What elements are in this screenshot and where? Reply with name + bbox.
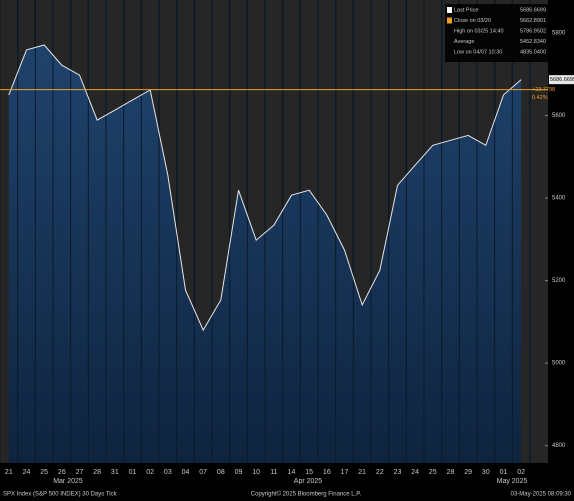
legend-box xyxy=(445,4,548,62)
legend-label: Average xyxy=(454,39,474,45)
x-tick-label: 01 xyxy=(500,469,508,476)
x-tick-label: 26 xyxy=(58,469,66,476)
x-tick-label: 23 xyxy=(394,469,402,476)
x-tick-label: 15 xyxy=(305,469,313,476)
legend-label: Last Price xyxy=(454,7,478,13)
legend-label: Low on 04/07 10:30 xyxy=(454,49,502,55)
change-pct: 0.42% xyxy=(532,95,548,101)
x-tick-label: 21 xyxy=(358,469,366,476)
x-tick-label: 14 xyxy=(288,469,296,476)
x-tick-label: 25 xyxy=(429,469,437,476)
x-tick-label: 31 xyxy=(111,469,119,476)
month-label: May 2025 xyxy=(497,478,528,485)
timestamp: 03-May-2025 08:09:30 xyxy=(511,492,572,498)
x-tick-label: 02 xyxy=(517,469,525,476)
x-tick-label: 08 xyxy=(217,469,225,476)
x-tick-label: 27 xyxy=(76,469,84,476)
x-tick-label: 03 xyxy=(164,469,172,476)
y-tick-label: 5600 xyxy=(552,113,566,119)
x-tick-label: 02 xyxy=(146,469,154,476)
legend-value: 5452.8340 xyxy=(520,39,546,45)
footer-title: SPX Index (S&P 500 INDEX) 30 Days Tick xyxy=(3,492,118,498)
copyright: Copyright© 2025 Bloomberg Finance L.P. xyxy=(251,491,362,498)
legend-value: 4835.0400 xyxy=(520,49,546,55)
x-tick-label: 04 xyxy=(182,469,190,476)
legend-label: Close on 03/20 xyxy=(454,18,491,24)
y-tick-label: 5400 xyxy=(552,196,566,202)
legend-value: 5786.9502 xyxy=(520,28,546,34)
price-line xyxy=(8,44,522,332)
legend-label: High on 03/25 14:40 xyxy=(454,28,504,34)
x-tick-label: 30 xyxy=(482,469,490,476)
x-tick-label: 25 xyxy=(40,469,48,476)
y-tick-label: 5000 xyxy=(552,361,566,367)
legend-swatch xyxy=(447,7,452,13)
legend-value: 5662.8901 xyxy=(520,18,546,24)
x-tick-label: 11 xyxy=(270,469,277,476)
x-tick-label: 24 xyxy=(411,469,419,476)
x-tick-label: 21 xyxy=(5,469,13,476)
last-tag: 5686.6699 xyxy=(550,77,574,83)
month-label: Mar 2025 xyxy=(53,478,83,485)
last-tag-box xyxy=(549,75,574,85)
x-tick-label: 29 xyxy=(464,469,472,476)
x-tick-label: 07 xyxy=(199,469,207,476)
legend-value: 5686.6699 xyxy=(520,7,546,13)
month-label: Apr 2025 xyxy=(294,478,323,485)
y-tick-label: 5800 xyxy=(552,31,566,37)
legend-swatch xyxy=(447,17,452,24)
x-tick-label: 28 xyxy=(447,469,455,476)
change: +23.7798 xyxy=(532,87,555,93)
x-tick-label: 24 xyxy=(23,469,31,476)
y-tick-label: 4800 xyxy=(552,443,566,449)
y-tick-label: 5200 xyxy=(552,278,566,284)
x-tick-label: 09 xyxy=(235,469,243,476)
x-tick-label: 17 xyxy=(341,469,349,476)
x-tick-label: 01 xyxy=(129,469,137,476)
x-tick-label: 22 xyxy=(376,469,384,476)
x-tick-label: 16 xyxy=(323,469,331,476)
x-tick-label: 28 xyxy=(93,469,101,476)
x-tick-label: 10 xyxy=(252,469,260,476)
